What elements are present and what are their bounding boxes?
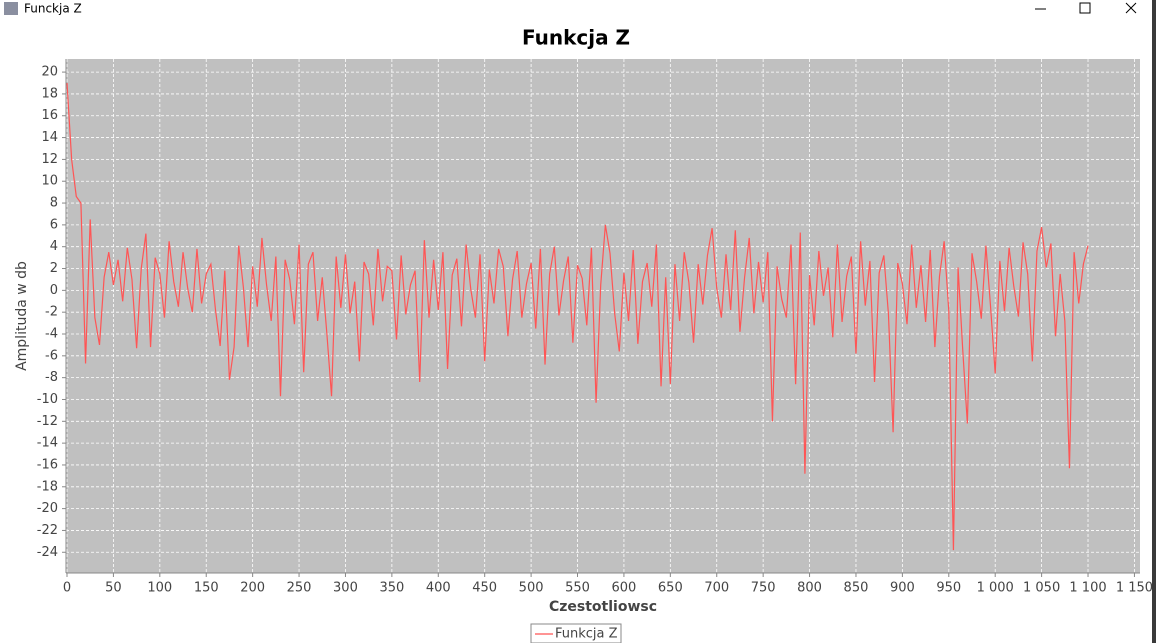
x-tick-label: 1 100 bbox=[1069, 581, 1106, 596]
y-tick-label: 4 bbox=[50, 239, 58, 254]
x-tick-label: 0 bbox=[63, 581, 71, 596]
x-tick-label: 550 bbox=[565, 581, 590, 596]
legend bbox=[530, 623, 622, 643]
window-title: Funckja Z bbox=[24, 2, 82, 16]
x-tick-label: 1 000 bbox=[977, 581, 1014, 596]
y-tick-label: -6 bbox=[45, 348, 58, 363]
y-tick-label: 18 bbox=[41, 86, 58, 101]
y-tick-label: -14 bbox=[37, 436, 58, 451]
y-tick-label: -16 bbox=[37, 457, 58, 472]
x-tick-label: 100 bbox=[147, 581, 172, 596]
x-tick-label: 500 bbox=[519, 581, 544, 596]
x-tick-label: 650 bbox=[658, 581, 683, 596]
y-axis-label: Amplituda w db bbox=[14, 261, 30, 371]
x-tick-label: 800 bbox=[797, 581, 822, 596]
x-axis-label: Czestotliowsc bbox=[549, 599, 657, 615]
y-tick-label: 14 bbox=[41, 130, 58, 145]
y-tick-label: 6 bbox=[50, 217, 58, 232]
x-tick-label: 150 bbox=[194, 581, 219, 596]
x-tick-label: 1 150 bbox=[1116, 581, 1153, 596]
y-tick-label: -24 bbox=[37, 545, 58, 560]
x-tick-label: 200 bbox=[240, 581, 265, 596]
y-tick-label: 16 bbox=[41, 108, 58, 123]
x-tick-label: 700 bbox=[704, 581, 729, 596]
x-tick-label: 250 bbox=[287, 581, 312, 596]
close-button[interactable] bbox=[1125, 2, 1137, 14]
y-tick-label: -8 bbox=[45, 370, 58, 385]
y-tick-label: 10 bbox=[41, 174, 58, 189]
y-tick-label: -22 bbox=[37, 523, 58, 538]
y-tick-label: 0 bbox=[50, 283, 58, 298]
data-line bbox=[66, 82, 1089, 551]
x-tick-label: 950 bbox=[936, 581, 961, 596]
y-tick-label: -18 bbox=[37, 479, 58, 494]
window-border bbox=[1152, 0, 1156, 643]
y-tick-label: -10 bbox=[37, 392, 58, 407]
y-tick-label: -2 bbox=[45, 305, 58, 320]
x-tick-label: 600 bbox=[612, 581, 637, 596]
x-tick-label: 300 bbox=[333, 581, 358, 596]
y-tick-label: -20 bbox=[37, 501, 58, 516]
x-tick-label: 750 bbox=[751, 581, 776, 596]
y-tick-label: 8 bbox=[50, 196, 58, 211]
legend-label: Funkcja Z bbox=[555, 627, 618, 642]
x-tick-label: 1 050 bbox=[1023, 581, 1060, 596]
y-tick-label: -12 bbox=[37, 414, 58, 429]
maximize-button[interactable] bbox=[1079, 2, 1091, 14]
x-tick-label: 50 bbox=[105, 581, 122, 596]
x-tick-label: 900 bbox=[890, 581, 915, 596]
app-icon bbox=[4, 2, 18, 15]
chart-title: Funkcja Z bbox=[522, 26, 630, 50]
y-tick-label: 12 bbox=[41, 152, 58, 167]
y-tick-label: -4 bbox=[45, 327, 58, 342]
y-tick-label: 2 bbox=[50, 261, 58, 276]
x-tick-label: 450 bbox=[472, 581, 497, 596]
y-tick-label: 20 bbox=[41, 65, 58, 80]
x-tick-label: 850 bbox=[844, 581, 869, 596]
x-tick-label: 350 bbox=[379, 581, 404, 596]
x-tick-label: 400 bbox=[426, 581, 451, 596]
